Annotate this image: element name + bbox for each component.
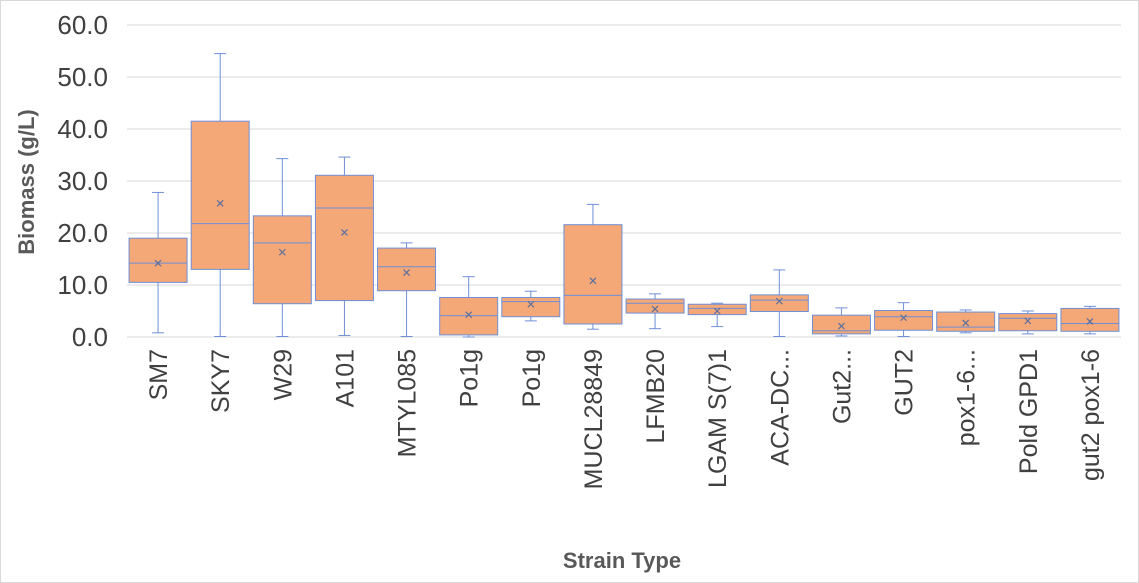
box-4	[314, 156, 374, 336]
mean-marker	[713, 307, 721, 315]
y-tick-label: 40.0	[57, 114, 108, 144]
box-14	[936, 309, 996, 334]
box-7	[501, 290, 561, 322]
box-iqr	[998, 313, 1058, 332]
mean-marker	[1086, 317, 1094, 325]
box-3	[252, 158, 312, 337]
box-5	[377, 242, 437, 337]
box-12	[811, 307, 871, 337]
mean-marker	[154, 259, 162, 267]
box-6	[439, 276, 499, 338]
x-tick-label: MUCL28849	[580, 349, 608, 489]
box-15	[998, 310, 1058, 335]
y-tick-label: 60.0	[57, 10, 108, 40]
x-tick-label: Gut2...	[828, 349, 856, 424]
y-tick-labels: 0.0 10.0 20.0 30.0 40.0 50.0 60.0	[57, 10, 108, 352]
x-tick-label: ACA-DC...	[766, 349, 794, 466]
box-iqr	[314, 174, 374, 302]
mean-marker	[900, 314, 907, 322]
x-axis-title: Strain Type	[563, 548, 681, 573]
box-iqr	[128, 237, 188, 283]
box-iqr	[1060, 307, 1120, 332]
box-iqr	[749, 294, 809, 313]
mean-marker	[651, 305, 659, 313]
box-iqr	[811, 314, 871, 335]
y-tick-label: 20.0	[57, 218, 108, 248]
box-iqr	[687, 303, 747, 316]
box-16	[1060, 305, 1120, 335]
x-tick-label: A101	[331, 349, 359, 407]
mean-marker	[216, 199, 224, 207]
y-tick-label: 10.0	[57, 270, 108, 300]
mean-marker	[403, 269, 410, 276]
box-iqr	[377, 247, 437, 292]
box-iqr	[501, 296, 561, 318]
y-tick-label: 0.0	[72, 322, 108, 352]
x-tick-label: gut2 pox1-6	[1077, 349, 1105, 481]
box-iqr	[439, 296, 499, 336]
x-tick-label: Po1g	[518, 349, 546, 407]
x-tick-label: LFMB20	[642, 349, 670, 443]
box-8	[563, 203, 623, 330]
box-iqr	[936, 311, 996, 332]
box-2	[190, 53, 250, 337]
x-tick-label: pox1-6...	[953, 349, 981, 446]
mean-marker	[341, 229, 348, 236]
x-tick-label: SM7	[145, 349, 173, 400]
x-tick-label: Pold GPD1	[1015, 349, 1043, 474]
y-tick-label: 30.0	[57, 166, 108, 196]
x-tick-labels: SM7 SKY7 W29 A101 MTYL085 Po1g Po1g MUCL28849 LF…	[145, 349, 1105, 489]
x-tick-label: LGAM S(7)1	[704, 349, 732, 488]
box-1	[128, 191, 188, 334]
mean-marker	[838, 322, 845, 330]
mean-marker	[278, 248, 286, 256]
mean-marker	[1024, 317, 1032, 325]
y-axis-title: Biomass (g/L)	[14, 109, 39, 254]
mean-marker	[589, 277, 597, 285]
box-series	[128, 53, 1120, 338]
box-iqr	[563, 224, 623, 325]
mean-marker	[527, 300, 535, 308]
box-iqr	[874, 309, 934, 331]
x-tick-label: Po1g	[456, 349, 484, 407]
box-10	[687, 302, 747, 328]
box-iqr	[625, 298, 685, 314]
x-tick-label: SKY7	[207, 349, 235, 413]
box-13	[874, 302, 934, 337]
x-tick-label: MTYL085	[394, 349, 422, 457]
box-9	[625, 293, 685, 330]
y-tick-label: 50.0	[57, 62, 108, 92]
mean-marker	[775, 297, 783, 305]
x-tick-label: W29	[269, 349, 297, 400]
box-11	[749, 269, 809, 337]
box-iqr	[190, 120, 250, 270]
x-tick-label: GUT2	[891, 349, 919, 416]
mean-marker	[962, 319, 970, 327]
box-iqr	[252, 215, 312, 305]
mean-marker	[465, 311, 473, 319]
